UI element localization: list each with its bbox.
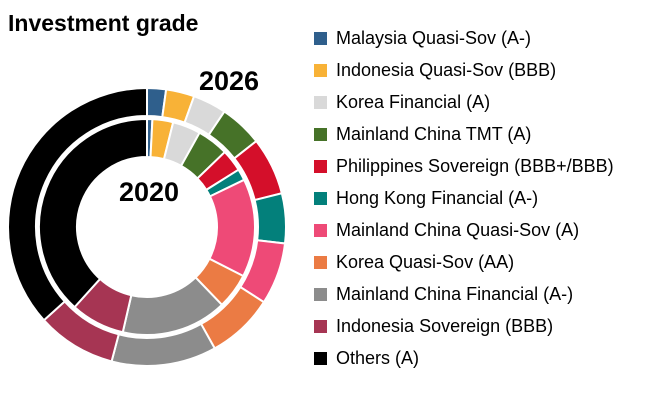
chart-legend: Malaysia Quasi-Sov (A-) Indonesia Quasi-…	[314, 22, 614, 374]
legend-item: Korea Financial (A)	[314, 86, 614, 118]
legend-color-chip	[314, 63, 327, 77]
legend-item-label: Others (A)	[336, 347, 420, 368]
legend-item: Indonesia Sovereign (BBB)	[314, 310, 614, 342]
legend-item: Others (A)	[314, 342, 614, 374]
legend-item: Korea Quasi-Sov (AA)	[314, 246, 614, 278]
legend-item: Mainland China Financial (A-)	[314, 278, 614, 310]
legend-item: Philippines Sovereign (BBB+/BBB)	[314, 150, 614, 182]
legend-item-label: Korea Quasi-Sov (AA)	[336, 251, 515, 272]
legend-item-label: Mainland China TMT (A)	[336, 123, 532, 144]
legend-color-chip	[314, 255, 327, 269]
legend-item-label: Hong Kong Financial (A-)	[336, 187, 539, 208]
legend-item: Mainland China Quasi-Sov (A)	[314, 214, 614, 246]
legend-item: Indonesia Quasi-Sov (BBB)	[314, 54, 614, 86]
legend-item-label: Philippines Sovereign (BBB+/BBB)	[336, 155, 614, 176]
ring-2026-segment-hong-kong-financial-a	[253, 192, 287, 245]
legend-item-label: Indonesia Sovereign (BBB)	[336, 315, 554, 336]
donut-chart	[7, 86, 287, 367]
legend-item-label: Korea Financial (A)	[336, 91, 491, 112]
legend-item-label: Malaysia Quasi-Sov (A-)	[336, 27, 532, 48]
legend-color-chip	[314, 31, 327, 45]
legend-color-chip	[314, 191, 327, 205]
ring-2026-segment-others-a	[7, 86, 148, 322]
legend-item-label: Mainland China Financial (A-)	[336, 283, 574, 304]
legend-color-chip	[314, 287, 327, 301]
legend-item-label: Mainland China Quasi-Sov (A)	[336, 219, 580, 240]
legend-color-chip	[314, 223, 327, 237]
legend-color-chip	[314, 319, 327, 333]
legend-item: Malaysia Quasi-Sov (A-)	[314, 22, 614, 54]
legend-color-chip	[314, 127, 327, 141]
legend-item: Mainland China TMT (A)	[314, 118, 614, 150]
legend-color-chip	[314, 351, 327, 365]
legend-color-chip	[314, 95, 327, 109]
legend-color-chip	[314, 159, 327, 173]
legend-item-label: Indonesia Quasi-Sov (BBB)	[336, 59, 557, 80]
page-title: Investment grade	[8, 10, 199, 36]
legend-item: Hong Kong Financial (A-)	[314, 182, 614, 214]
outer-ring-year-label: 2026	[199, 66, 260, 96]
inner-ring-year-label: 2020	[119, 177, 180, 207]
ring-2020-segment-others-a	[38, 117, 148, 309]
